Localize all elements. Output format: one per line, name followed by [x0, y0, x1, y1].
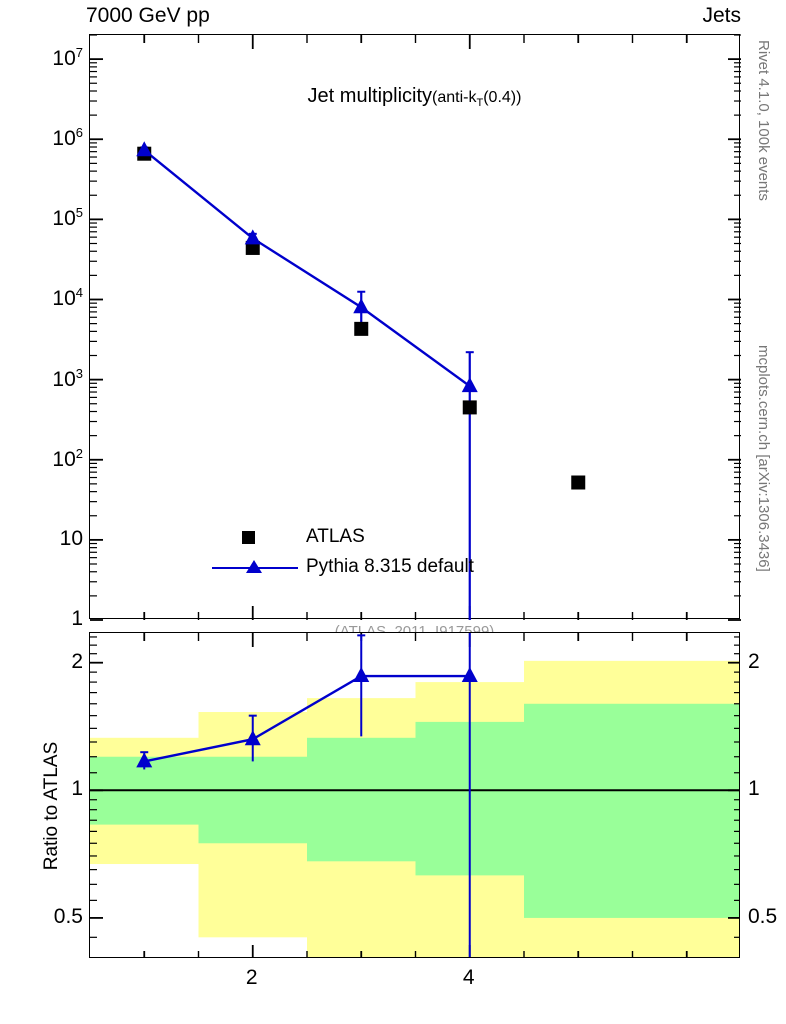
plot-title-paren-open: (anti-k [432, 89, 477, 106]
main-plot-canvas [90, 34, 741, 621]
ratio-y-tick-label-right: 0.5 [748, 904, 778, 928]
main-y-tick-label: 102 [52, 445, 83, 471]
x-tick-label: 4 [462, 966, 475, 989]
square-marker-icon [242, 531, 255, 544]
main-y-tick-label: 105 [52, 205, 83, 231]
rivet-version-text: Rivet 4.1.0, 100k events [755, 40, 772, 201]
plot-title-main: Jet multiplicity [307, 85, 433, 107]
ratio-y-axis-title: Ratio to ATLAS [41, 741, 62, 871]
main-y-tick-label: 106 [52, 125, 83, 151]
ratio-y-tick-label-right: 1 [748, 777, 760, 801]
legend-label-pythia: Pythia 8.315 default [306, 556, 474, 577]
ratio-y-tick-label-right: 2 [748, 649, 760, 673]
ratio-y-tick-label-left: 2 [71, 649, 83, 673]
legend-label-atlas: ATLAS [306, 526, 365, 547]
main-plot-panel: Jet multiplicity(anti-kT(0.4)) ATLAS Pyt… [89, 34, 741, 640]
header-right-analysis-label: Jets [702, 4, 741, 27]
ratio-plot-canvas [90, 633, 739, 957]
legend-entry-pythia: Pythia 8.315 default [210, 552, 474, 582]
ratio-y-tick-label-left: 0.5 [53, 904, 83, 928]
main-y-tick-label: 104 [52, 285, 83, 311]
legend-key-square [210, 527, 300, 547]
plot-title-paren-close: (0.4)) [483, 89, 522, 106]
plot-title-subscript: T [476, 97, 484, 109]
triangle-marker-icon [246, 560, 262, 573]
legend: ATLAS Pythia 8.315 default [210, 522, 474, 582]
main-y-tick-label: 107 [52, 45, 83, 71]
ratio-plot-panel [89, 632, 740, 958]
main-y-tick-label: 103 [52, 365, 83, 391]
mcplots-reference-text: mcplots.cern.ch [arXiv:1306.3436] [755, 345, 772, 572]
main-y-tick-label: 1 [71, 607, 83, 630]
plot-title: Jet multiplicity(anti-kT(0.4)) [90, 85, 739, 109]
header-left-beam-label: 7000 GeV pp [86, 4, 210, 27]
legend-entry-atlas: ATLAS [210, 522, 474, 552]
x-tick-label: 2 [245, 966, 258, 989]
main-y-tick-label: 10 [59, 526, 83, 550]
ratio-y-tick-label-left: 1 [71, 777, 83, 801]
legend-key-triangle-line [210, 557, 300, 577]
